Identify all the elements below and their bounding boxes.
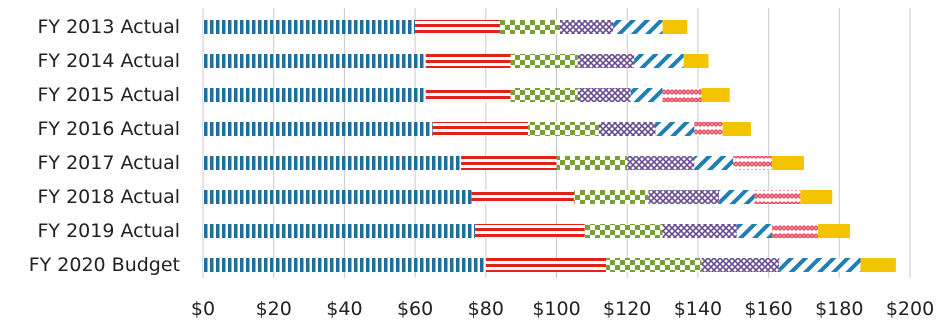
bar-segment (605, 258, 702, 272)
x-tick-label: $80 (468, 298, 504, 320)
bar-segment (683, 54, 709, 68)
category-labels: FY 2013 Actual FY 2014 Actual FY 2015 Actu… (29, 16, 180, 276)
bar-segment (772, 224, 819, 238)
bar-segment (556, 156, 628, 170)
bar-segment (800, 190, 833, 204)
bar-segment (860, 258, 896, 272)
x-tick-label: $120 (603, 298, 651, 320)
bar-segment (499, 20, 561, 34)
category-label: FY 2017 Actual (38, 152, 181, 174)
x-tick-label: $160 (744, 298, 792, 320)
bar-segment (598, 122, 656, 136)
bar-segment (754, 190, 801, 204)
bar-segment (203, 190, 472, 204)
x-tick-label: $40 (326, 298, 362, 320)
bar-segment (510, 54, 578, 68)
category-label: FY 2015 Actual (38, 84, 181, 106)
bar-segment (701, 258, 780, 272)
category-label: FY 2013 Actual (38, 16, 181, 38)
bar-segment (655, 122, 695, 136)
x-tick-label: $140 (674, 298, 722, 320)
bar-segment (432, 122, 529, 136)
bar-segment (203, 88, 426, 102)
bar-segment (560, 20, 614, 34)
bar-segment (779, 258, 861, 272)
bar-segment (510, 88, 578, 102)
bar-segment (485, 258, 606, 272)
bar-segment (818, 224, 850, 238)
bar-segment (203, 156, 462, 170)
bar-segment (627, 156, 695, 170)
x-tick-label: $0 (191, 298, 215, 320)
bar-segment (528, 122, 599, 136)
x-tick-label: $100 (532, 298, 580, 320)
bar-segment (701, 88, 730, 102)
x-tick-label: $20 (256, 298, 292, 320)
bar-segment (577, 54, 635, 68)
bars (203, 20, 896, 272)
category-label: FY 2019 Actual (38, 220, 181, 242)
x-tick-label: $180 (815, 298, 863, 320)
bar-segment (475, 224, 585, 238)
bar-segment (630, 88, 663, 102)
bar-segment (694, 156, 734, 170)
bar-segment (648, 190, 720, 204)
bar-segment (461, 156, 557, 170)
bar-segment (733, 156, 773, 170)
bar-segment (772, 156, 804, 170)
bar-segment (694, 122, 723, 136)
x-tick-label: $60 (397, 298, 433, 320)
bar-segment (574, 190, 649, 204)
category-label: FY 2018 Actual (38, 186, 181, 208)
bar-segment (203, 54, 426, 68)
bar-segment (662, 88, 702, 102)
bar-segment (613, 20, 663, 34)
bar-segment (736, 224, 773, 238)
bar-segment (203, 122, 433, 136)
bar-segment (471, 190, 575, 204)
bar-segment (203, 224, 476, 238)
bar-segment (584, 224, 663, 238)
bar-segment (203, 258, 486, 272)
bar-segment (415, 20, 500, 34)
bar-segment (203, 20, 416, 34)
bar-segment (634, 54, 684, 68)
bar-segment (662, 224, 737, 238)
x-axis-tick-labels: $0 $20 $40 $60 $80 $100 $120 $140 $160 $180 $200 (191, 298, 934, 320)
bar-segment (719, 190, 755, 204)
bar-segment (662, 20, 688, 34)
category-label: FY 2014 Actual (38, 50, 181, 72)
bar-segment (577, 88, 631, 102)
category-label: FY 2016 Actual (38, 118, 181, 140)
bar-segment (425, 88, 511, 102)
category-label: FY 2020 Budget (29, 254, 180, 276)
bar-segment (425, 54, 511, 68)
bar-segment (722, 122, 751, 136)
x-tick-label: $200 (886, 298, 934, 320)
